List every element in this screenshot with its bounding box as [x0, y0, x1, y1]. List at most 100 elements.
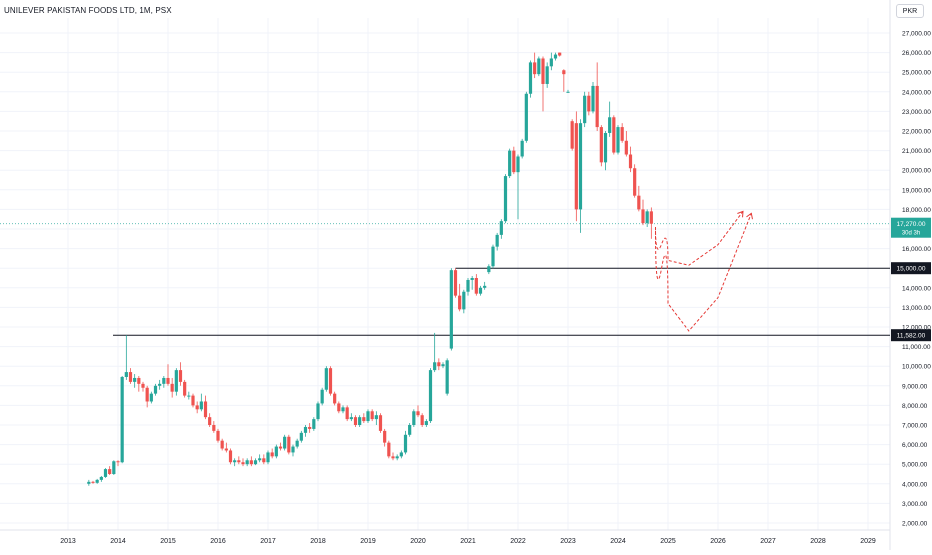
- candle-body: [316, 403, 320, 420]
- y-tick-label: 19,000.00: [902, 187, 931, 194]
- candle-body: [603, 132, 608, 163]
- candle-body: [141, 383, 145, 388]
- candle-body: [270, 452, 274, 457]
- candle-body: [553, 54, 558, 59]
- y-tick-label: 2,000.00: [902, 521, 928, 528]
- y-tick-label: 27,000.00: [902, 31, 931, 38]
- last-price-label: 17,270.00: [897, 221, 926, 228]
- x-tick-label: 2024: [610, 538, 626, 545]
- y-tick-label: 20,000.00: [902, 168, 931, 175]
- candle-body: [416, 411, 420, 416]
- candle-body: [537, 58, 541, 75]
- level-label-bg: [891, 329, 931, 342]
- candle-body: [320, 389, 324, 404]
- candle-body: [362, 417, 366, 422]
- candle-body: [253, 460, 258, 465]
- candle-body: [449, 270, 453, 349]
- y-tick-label: 7,000.00: [902, 423, 928, 430]
- candle-body: [283, 436, 287, 449]
- candle-body: [266, 452, 270, 463]
- candle-body: [420, 415, 424, 425]
- candle-body: [499, 221, 503, 235]
- y-tick-label: 5,000.00: [902, 462, 928, 469]
- candle-body: [608, 117, 612, 133]
- currency-button[interactable]: PKR: [896, 4, 924, 18]
- candle-body: [278, 446, 283, 449]
- candle-body: [633, 168, 637, 196]
- candle-body: [403, 434, 408, 453]
- candle-body: [103, 469, 108, 477]
- candle-body: [428, 370, 433, 422]
- candle-body: [333, 393, 337, 404]
- candle-body: [524, 93, 528, 141]
- x-tick-label: 2014: [110, 538, 126, 545]
- x-tick-label: 2028: [810, 538, 826, 545]
- candle-body: [183, 381, 187, 396]
- candle-body: [241, 462, 245, 465]
- candle-body: [149, 393, 153, 402]
- level-label-bg: [891, 262, 931, 275]
- x-tick-label: 2017: [260, 538, 276, 545]
- candle-body: [487, 266, 491, 273]
- candle-body: [478, 287, 483, 294]
- candle-body: [591, 85, 595, 112]
- candle-body: [595, 85, 599, 128]
- x-tick-label: 2018: [310, 538, 326, 545]
- candle-body: [458, 295, 462, 310]
- candle-body: [99, 476, 103, 480]
- candle-body: [358, 417, 362, 425]
- candle-body: [599, 127, 603, 163]
- y-tick-label: 26,000.00: [902, 50, 931, 57]
- candle-body: [312, 419, 316, 429]
- y-tick-label: 4,000.00: [902, 481, 928, 488]
- candle-body: [408, 425, 412, 435]
- projection-arrowhead: [746, 212, 753, 220]
- candle-body: [412, 411, 416, 425]
- candle-body: [258, 458, 262, 461]
- candle-body: [245, 460, 249, 465]
- x-tick-label: 2020: [410, 538, 426, 545]
- level-label: 11,582.00: [897, 333, 926, 340]
- y-tick-label: 21,000.00: [902, 148, 931, 155]
- candle-body: [341, 407, 345, 412]
- candle-body: [212, 425, 216, 431]
- candle-body: [233, 460, 237, 463]
- candle-body: [495, 234, 499, 247]
- y-tick-label: 22,000.00: [902, 129, 931, 136]
- candle-body: [620, 127, 624, 141]
- candle-body: [374, 415, 378, 420]
- candle-body: [366, 411, 370, 422]
- candle-body: [391, 456, 395, 459]
- candle-body: [453, 270, 458, 296]
- chart-title: UNILEVER PAKISTAN FOODS LTD, 1M, PSX: [4, 6, 172, 15]
- y-tick-label: 25,000.00: [902, 70, 931, 77]
- candle-body: [508, 150, 512, 177]
- candle-body: [516, 156, 520, 173]
- candle-body: [399, 452, 403, 457]
- x-tick-label: 2027: [760, 538, 776, 545]
- candle-body: [583, 95, 587, 124]
- x-tick-label: 2021: [460, 538, 476, 545]
- candle-body: [395, 456, 399, 459]
- candle-body: [237, 460, 241, 463]
- candle-body: [624, 140, 628, 155]
- candle-body: [433, 362, 437, 371]
- candle-body: [512, 150, 516, 173]
- candle-body: [466, 279, 470, 292]
- candle-body: [162, 377, 166, 384]
- y-tick-label: 6,000.00: [902, 442, 928, 449]
- candle-body: [295, 440, 299, 447]
- level-label: 15,000.00: [897, 266, 926, 273]
- candle-body: [437, 362, 441, 367]
- candle-body: [220, 440, 224, 449]
- candle-body: [578, 123, 583, 210]
- candle-body: [249, 460, 253, 465]
- candle-body: [145, 387, 149, 402]
- candle-body: [541, 58, 545, 84]
- x-tick-label: 2015: [160, 538, 176, 545]
- candle-body: [491, 246, 495, 267]
- projection-path: [655, 211, 744, 266]
- candle-body: [587, 95, 591, 112]
